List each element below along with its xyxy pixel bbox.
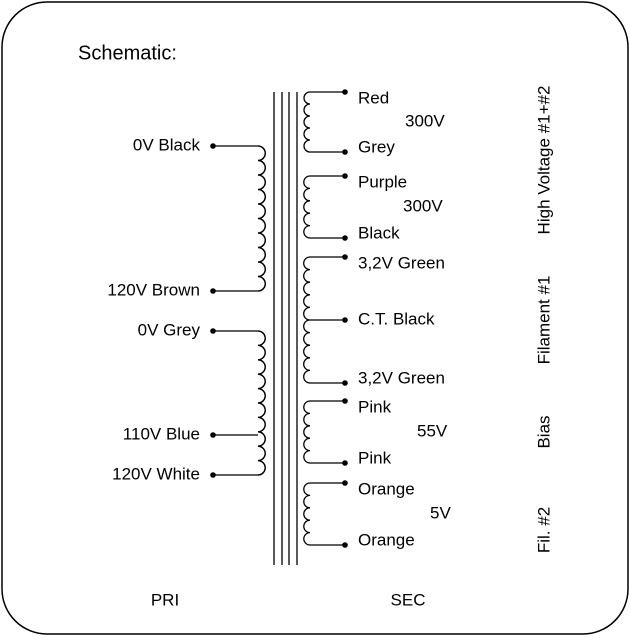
voltage: 55V <box>417 421 448 440</box>
secondary-winding <box>303 482 345 546</box>
group-label: Bias <box>534 415 553 448</box>
secondary-lead: Black <box>358 223 400 242</box>
primary-lead: 120V Brown <box>107 280 200 299</box>
secondary-lead: C.T. Black <box>358 309 435 328</box>
secondary-lead: Pink <box>358 397 392 416</box>
terminal <box>342 380 348 386</box>
secondary-lead: Purple <box>358 172 407 191</box>
secondary-lead: Orange <box>358 479 415 498</box>
secondary-winding <box>303 175 345 239</box>
secondary-winding <box>303 400 345 464</box>
primary-winding <box>257 330 266 476</box>
terminal <box>342 460 348 466</box>
group-label: High Voltage #1+#2 <box>534 86 553 235</box>
terminal <box>342 173 348 179</box>
secondary-lead: 3,2V Green <box>358 253 445 272</box>
terminal <box>342 398 348 404</box>
terminal <box>342 235 348 241</box>
terminal <box>342 317 348 323</box>
primary-lead: 110V Blue <box>123 424 200 443</box>
group-label: Fil. #2 <box>534 507 553 553</box>
secondary-winding <box>303 91 345 153</box>
terminal <box>342 542 348 548</box>
title: Schematic: <box>78 42 177 64</box>
voltage: 300V <box>405 111 445 130</box>
secondary-lead: Orange <box>358 530 415 549</box>
primary-lead: 0V Grey <box>138 320 201 339</box>
group-label: Filament #1 <box>534 276 553 365</box>
voltage: 5V <box>430 503 451 522</box>
terminal <box>342 89 348 95</box>
secondary-lead: Grey <box>358 137 395 156</box>
primary-label: PRI <box>151 590 179 609</box>
primary-lead: 0V Black <box>133 135 201 154</box>
primary-winding <box>257 145 266 292</box>
secondary-lead: Red <box>358 88 389 107</box>
secondary-lead: Pink <box>358 448 392 467</box>
terminal <box>342 149 348 155</box>
terminal <box>342 480 348 486</box>
secondary-lead: 3,2V Green <box>358 368 445 387</box>
primary-lead: 120V White <box>112 464 200 483</box>
terminal <box>342 254 348 260</box>
secondary-label: SEC <box>391 590 426 609</box>
voltage: 300V <box>403 196 443 215</box>
